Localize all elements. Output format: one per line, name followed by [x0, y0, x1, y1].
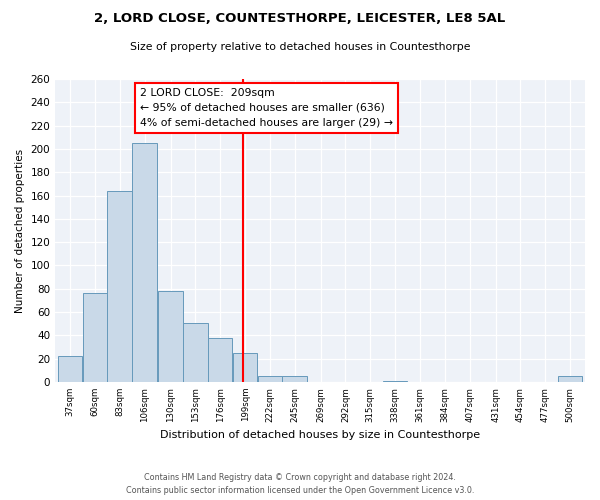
Bar [283, 376, 307, 382]
X-axis label: Distribution of detached houses by size in Countesthorpe: Distribution of detached houses by size … [160, 430, 480, 440]
Text: 2 LORD CLOSE:  209sqm
← 95% of detached houses are smaller (636)
4% of semi-deta: 2 LORD CLOSE: 209sqm ← 95% of detached h… [140, 88, 393, 128]
Bar [383, 381, 407, 382]
Bar [83, 294, 107, 382]
Bar [133, 143, 157, 382]
Y-axis label: Number of detached properties: Number of detached properties [15, 148, 25, 312]
Bar [183, 322, 208, 382]
Bar [208, 338, 232, 382]
Text: 2, LORD CLOSE, COUNTESTHORPE, LEICESTER, LE8 5AL: 2, LORD CLOSE, COUNTESTHORPE, LEICESTER,… [94, 12, 506, 26]
Bar [558, 376, 583, 382]
Bar [58, 356, 82, 382]
Text: Contains HM Land Registry data © Crown copyright and database right 2024.
Contai: Contains HM Land Registry data © Crown c… [126, 474, 474, 495]
Bar [158, 291, 183, 382]
Bar [233, 353, 257, 382]
Bar [107, 191, 132, 382]
Bar [257, 376, 282, 382]
Text: Size of property relative to detached houses in Countesthorpe: Size of property relative to detached ho… [130, 42, 470, 52]
